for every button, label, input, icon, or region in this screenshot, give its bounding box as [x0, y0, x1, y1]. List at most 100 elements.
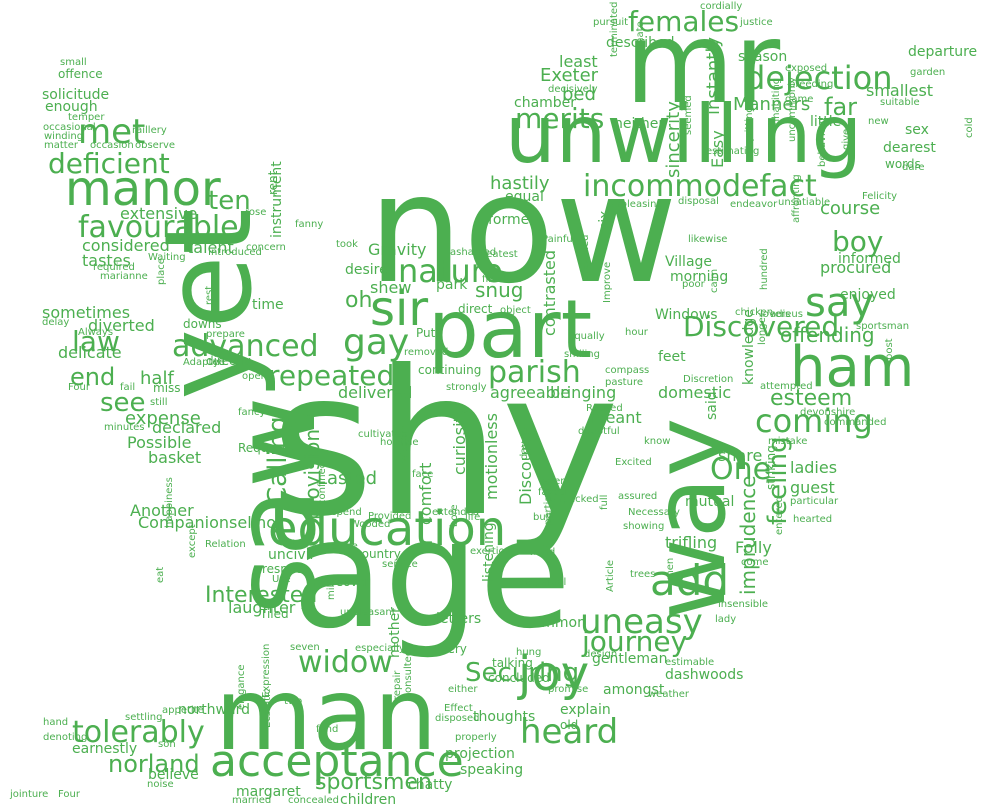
cloud-word: diverted [88, 316, 155, 335]
cloud-word: dare [902, 162, 925, 173]
cloud-word: sometimes [42, 303, 131, 322]
cloud-word: education [268, 501, 507, 557]
cloud-word: Article [605, 559, 616, 592]
cloud-word: raillery [132, 125, 167, 136]
cloud-word: parish [488, 355, 581, 390]
cloud-word: cultivated [358, 429, 408, 440]
cloud-word: add [650, 556, 730, 605]
cloud-word: offence [58, 67, 103, 81]
cloud-word: assured [618, 491, 658, 502]
cloud-word: longer [757, 313, 768, 345]
cloud-word: part [428, 283, 593, 376]
cloud-word: snug [475, 278, 524, 302]
cloud-word: contrasted [540, 250, 559, 336]
cloud-word: sir [370, 281, 429, 337]
cloud-word: believe [148, 767, 199, 783]
cloud-word: tolerably [72, 715, 205, 750]
cloud-word: heard [520, 712, 619, 752]
cloud-word: favourable [78, 210, 239, 245]
cloud-word: man [215, 656, 438, 773]
cloud-word: age [292, 488, 572, 662]
cloud-word: adieus [770, 309, 803, 320]
cloud-word: course [820, 198, 881, 219]
cloud-word: Wooded [350, 519, 391, 530]
cloud-word: eat [155, 566, 166, 583]
cloud-word: post [884, 338, 895, 360]
cloud-word: acceptance [210, 736, 464, 787]
cloud-word: norland [108, 750, 200, 778]
cloud-word: cold [964, 117, 975, 138]
cloud-word: Discovered [683, 310, 840, 343]
cloud-word: mind [530, 547, 556, 558]
cloud-word: confined [317, 461, 328, 505]
cloud-word: know [644, 436, 671, 447]
cloud-word: give [841, 128, 852, 150]
cloud-word: morning [670, 269, 729, 285]
cloud-word: mistake [768, 436, 808, 447]
cloud-word: met [78, 112, 146, 152]
cloud-word: extended [432, 507, 480, 518]
cloud-word: disposed [435, 713, 480, 724]
cloud-word: suitable [880, 97, 920, 108]
cloud-word: place [156, 258, 167, 285]
cloud-word: unpleasing [608, 199, 663, 210]
cloud-word: compass [605, 365, 650, 376]
cloud-word: Discretion [683, 374, 734, 385]
cloud-word: hour [625, 327, 648, 338]
cloud-word: every [433, 642, 467, 656]
cloud-word: half [140, 368, 174, 389]
cloud-word: occasional [43, 122, 96, 133]
cloud-word: gentleman [592, 651, 668, 667]
cloud-word: deficient [48, 147, 170, 180]
cloud-word: speaking [460, 762, 524, 778]
cloud-word: fond [316, 724, 339, 735]
cloud-word: little [810, 114, 842, 130]
cloud-word: design [584, 649, 618, 660]
cloud-word: Adapted [183, 357, 225, 368]
cloud-word: equal [505, 189, 544, 205]
cloud-word: day [519, 441, 530, 460]
cloud-word: journey [582, 625, 688, 658]
cloud-word: uneasy [580, 602, 703, 642]
cloud-word: Exeter [540, 65, 599, 86]
cloud-word: Request [238, 441, 287, 455]
cloud-word: observe [135, 140, 176, 151]
cloud-word: required [93, 262, 135, 273]
cloud-word: earnestly [72, 741, 138, 757]
cloud-word: noise [147, 779, 174, 790]
cloud-word: fanny [295, 219, 324, 230]
cloud-word: Discourse [516, 426, 535, 505]
cloud-word: smallest [866, 81, 934, 100]
cloud-word: common [525, 615, 586, 631]
cloud-word: still [150, 397, 168, 408]
cloud-word: uncommonly [787, 77, 798, 142]
cloud-word: behaviour [817, 116, 828, 167]
cloud-word: garden [910, 67, 946, 78]
cloud-word: considered [82, 236, 170, 255]
cloud-word: informed [838, 251, 901, 267]
cloud-word: say [805, 280, 875, 326]
cloud-word: bed [562, 84, 596, 105]
cloud-word: concluded [488, 671, 550, 685]
cloud-word: esteem [770, 386, 853, 411]
cloud-word: words [885, 157, 921, 171]
cloud-word: life [465, 512, 481, 523]
cloud-word: explain [560, 702, 611, 718]
cloud-word: small [60, 57, 87, 68]
cloud-word: commanded [824, 417, 887, 428]
cloud-word: old [560, 718, 579, 732]
cloud-word: decisively [548, 84, 598, 95]
cloud-word: two [284, 696, 303, 707]
cloud-word: least [559, 52, 598, 71]
cloud-word: even [542, 476, 567, 487]
cloud-word: object [500, 305, 531, 316]
cloud-word: joy [518, 646, 590, 702]
cloud-word: season [738, 49, 788, 65]
cloud-word: Windows [655, 307, 718, 323]
cloud-word: full [599, 494, 610, 510]
cloud-word: offending [780, 323, 875, 347]
cloud-word: Folly [735, 538, 772, 557]
cloud-word: showing [623, 521, 665, 532]
cloud-word: rest [204, 285, 215, 305]
cloud-word: unpleasant [340, 607, 396, 618]
